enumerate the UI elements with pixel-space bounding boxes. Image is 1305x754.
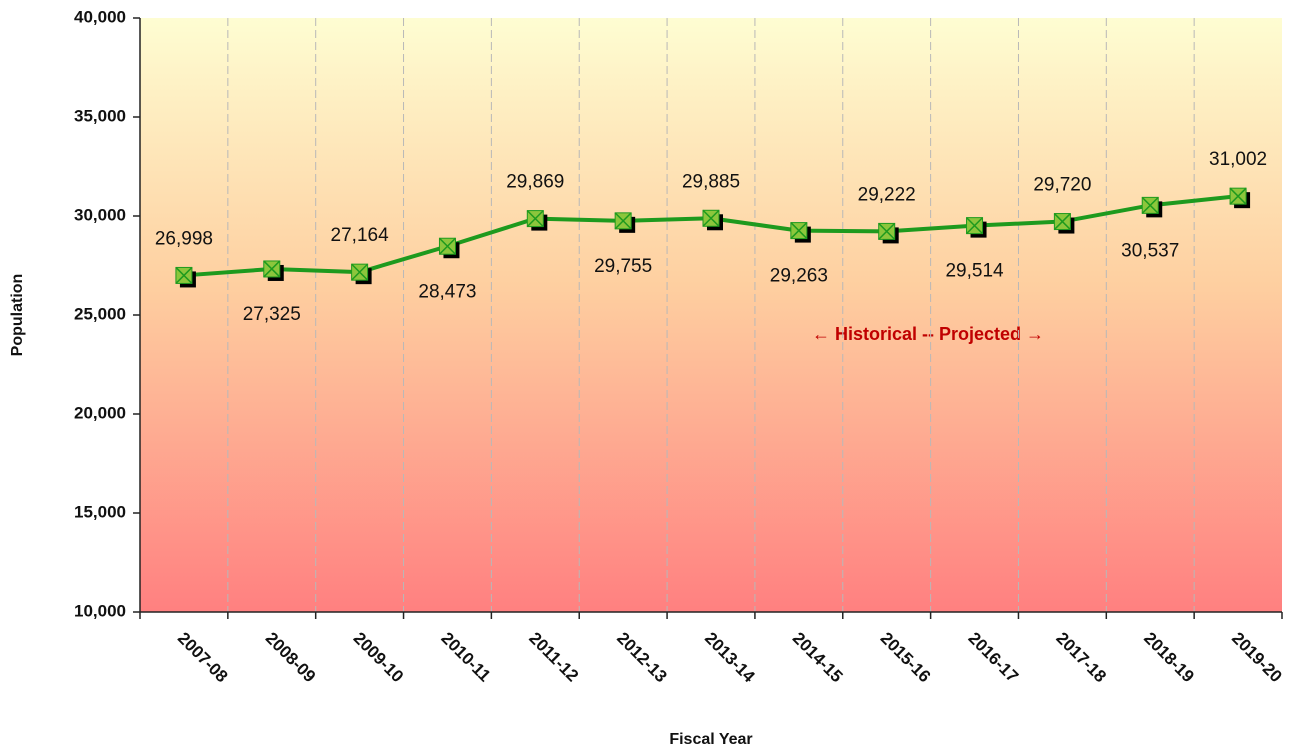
marker bbox=[175, 266, 196, 288]
marker-cross bbox=[1141, 196, 1159, 214]
y-axis-label: Population bbox=[9, 274, 26, 357]
x-tick-label: 2008-09 bbox=[262, 629, 320, 687]
x-tick-label: 2010-11 bbox=[437, 629, 494, 686]
value-label: 26,998 bbox=[155, 228, 213, 249]
marker bbox=[263, 260, 284, 281]
x-tick-label: 2019-20 bbox=[1228, 629, 1286, 687]
marker-cross bbox=[1229, 187, 1247, 205]
x-axis-label: Fiscal Year bbox=[669, 731, 752, 748]
x-tick-label: 2007-08 bbox=[174, 629, 232, 687]
marker bbox=[790, 222, 811, 243]
marker bbox=[878, 222, 899, 244]
value-label: 29,514 bbox=[945, 261, 1004, 282]
x-tick-label: 2012-13 bbox=[613, 629, 671, 687]
marker-cross bbox=[966, 217, 984, 235]
y-tick-label: 15,000 bbox=[74, 502, 126, 521]
value-label: 28,473 bbox=[418, 281, 476, 302]
y-tick-label: 30,000 bbox=[74, 205, 126, 224]
value-label: 30,537 bbox=[1121, 240, 1179, 261]
marker-cross bbox=[526, 210, 544, 228]
marker bbox=[438, 237, 460, 259]
marker-cross bbox=[263, 260, 281, 278]
value-label: 31,002 bbox=[1209, 149, 1267, 170]
marker bbox=[614, 212, 636, 233]
marker bbox=[351, 263, 372, 285]
x-tick-label: 2013-14 bbox=[701, 629, 759, 687]
x-tick-label: 2018-19 bbox=[1140, 629, 1198, 687]
marker-cross bbox=[878, 222, 896, 240]
plot-area bbox=[140, 18, 1282, 612]
y-tick-label: 20,000 bbox=[74, 403, 126, 422]
x-tick-label: 2015-16 bbox=[877, 629, 935, 687]
marker-cross bbox=[702, 209, 720, 227]
marker bbox=[526, 210, 548, 231]
y-tick-label: 10,000 bbox=[74, 601, 126, 620]
marker bbox=[966, 217, 987, 238]
marker-cross bbox=[175, 266, 193, 284]
marker bbox=[702, 209, 723, 231]
marker bbox=[1141, 196, 1163, 218]
marker-cross bbox=[1053, 213, 1071, 231]
marker-cross bbox=[351, 263, 369, 281]
x-tick-label: 2016-17 bbox=[965, 629, 1023, 687]
value-label: 29,869 bbox=[506, 172, 564, 193]
y-tick-label: 40,000 bbox=[74, 7, 126, 26]
marker-cross bbox=[790, 222, 808, 240]
value-label: 29,263 bbox=[770, 266, 828, 287]
annotation: ← Historical -- Projected → bbox=[812, 324, 1044, 344]
x-tick-label: 2011-12 bbox=[525, 629, 582, 686]
marker bbox=[1229, 187, 1251, 209]
marker-cross bbox=[438, 237, 456, 255]
y-tick-label: 25,000 bbox=[74, 304, 126, 323]
marker bbox=[1053, 213, 1075, 234]
value-label: 29,885 bbox=[682, 171, 740, 192]
value-label: 29,755 bbox=[594, 256, 652, 277]
value-label: 29,222 bbox=[858, 184, 916, 205]
x-tick-label: 2009-10 bbox=[350, 629, 408, 687]
marker-cross bbox=[614, 212, 632, 230]
value-label: 27,164 bbox=[331, 225, 390, 246]
x-tick-label: 2014-15 bbox=[789, 629, 847, 687]
y-tick-label: 35,000 bbox=[74, 106, 126, 125]
value-label: 27,325 bbox=[243, 304, 301, 325]
x-tick-label: 2017-18 bbox=[1052, 629, 1110, 687]
value-label: 29,720 bbox=[1033, 175, 1091, 196]
